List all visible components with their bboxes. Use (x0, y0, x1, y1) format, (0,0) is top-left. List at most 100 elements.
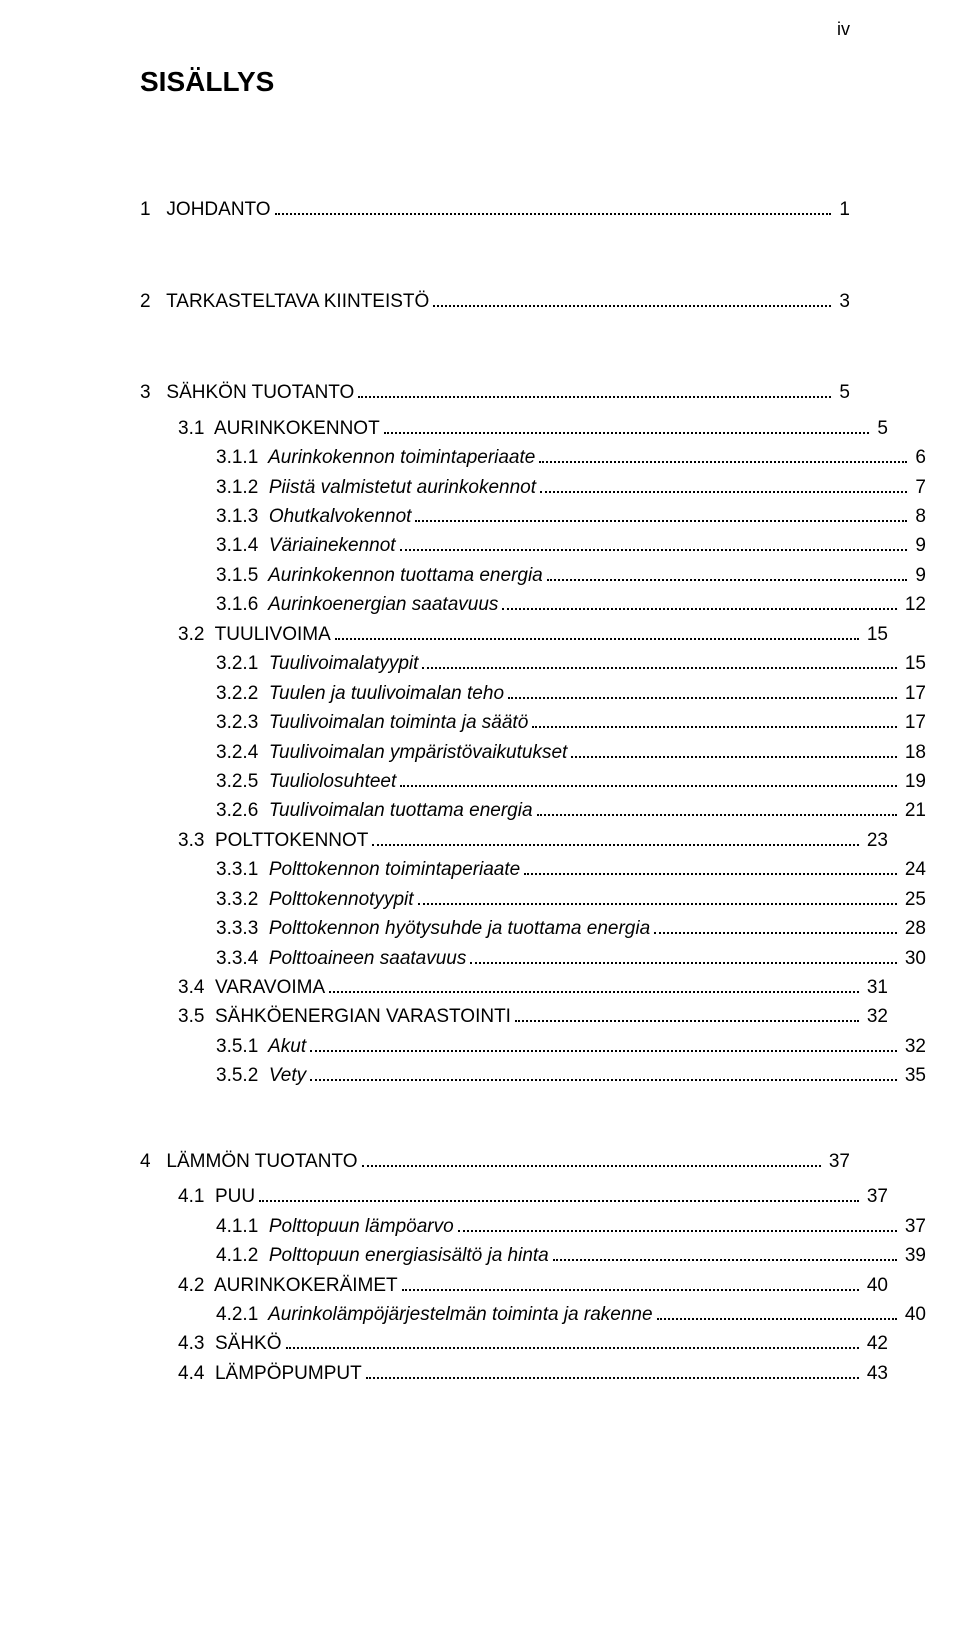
toc-page-number: 17 (901, 708, 926, 737)
toc-entry-text: Tuulen ja tuulivoimalan teho (269, 683, 504, 704)
toc-page-number: 25 (901, 885, 926, 914)
toc-entry-number: 4.1.2 (216, 1245, 258, 1266)
toc-leader (422, 653, 896, 669)
toc-leader (470, 947, 896, 963)
toc-entry-number: 3.1 (178, 418, 204, 439)
toc-page-number: 32 (901, 1032, 926, 1061)
toc-label: 3.2.1 Tuulivoimalatyypit (216, 649, 418, 678)
toc-label: 3.2.6 Tuulivoimalan tuottama energia (216, 796, 533, 825)
toc-entry-number: 3.4 (178, 977, 204, 998)
toc-entry: 3.2 TUULIVOIMA 15 (140, 620, 888, 649)
toc-entry-text: TUULIVOIMA (215, 624, 331, 645)
toc-page-number: 28 (901, 914, 926, 943)
toc-entry: 4 LÄMMÖN TUOTANTO37 (140, 1119, 850, 1182)
toc-label: 3.1.1 Aurinkokennon toimintaperiaate (216, 443, 535, 472)
toc-leader (400, 771, 897, 787)
toc-entry-number: 3.1.3 (216, 506, 258, 527)
toc-entry-number: 3.2.2 (216, 683, 258, 704)
toc-entry-number: 3.3 (178, 830, 204, 851)
toc-entry-text: Tuulivoimalan toiminta ja säätö (269, 712, 528, 733)
toc-entry-number: 3.5 (178, 1006, 204, 1027)
toc-entry: 3.2.1 Tuulivoimalatyypit15 (140, 649, 926, 678)
toc-entry-text: Aurinkoenergian saatavuus (268, 594, 498, 615)
toc-entry-text: Aurinkolämpöjärjestelmän toiminta ja rak… (268, 1304, 652, 1325)
toc-entry-number: 3.1.6 (216, 594, 258, 615)
toc-entry: 3.5.1 Akut32 (140, 1032, 926, 1061)
toc-entry-number: 4 (140, 1151, 151, 1172)
toc-page-number: 7 (911, 473, 926, 502)
toc-page-number: 39 (901, 1241, 926, 1270)
toc-page-number: 5 (835, 378, 850, 407)
toc-label: 4.4 LÄMPÖPUMPUT (178, 1359, 362, 1388)
toc-entry: 3.1.3 Ohutkalvokennot8 (140, 502, 926, 531)
toc-entry: 4.2.1 Aurinkolämpöjärjestelmän toiminta … (140, 1300, 926, 1329)
toc-entry: 3.2.5 Tuuliolosuhteet19 (140, 767, 926, 796)
toc-entry: 1 JOHDANTO1 (140, 167, 850, 230)
toc-label: 3.1.6 Aurinkoenergian saatavuus (216, 590, 498, 619)
toc-leader (329, 977, 859, 993)
toc-leader (547, 565, 908, 581)
toc-entry-text: Tuulivoimalan tuottama energia (269, 800, 533, 821)
toc-entry-number: 4.1.1 (216, 1216, 258, 1237)
toc-label: 3.3.3 Polttokennon hyötysuhde ja tuottam… (216, 914, 650, 943)
toc-leader (502, 594, 896, 610)
toc-leader (553, 1245, 897, 1261)
toc-entry-text: PUU (215, 1186, 255, 1207)
toc-entry: 3.1.6 Aurinkoenergian saatavuus 12 (140, 590, 926, 619)
toc-page-number: 21 (901, 796, 926, 825)
toc-entry-text: Polttokennon hyötysuhde ja tuottama ener… (269, 918, 650, 939)
toc-entry-number: 3.3.1 (216, 859, 258, 880)
toc-entry-number: 3.1.1 (216, 447, 258, 468)
toc-entry: 3.1 AURINKOKENNOT5 (140, 414, 888, 443)
toc-page-number: 15 (863, 620, 888, 649)
toc-leader (458, 1215, 897, 1231)
toc-entry: 3.3.2 Polttokennotyypit25 (140, 885, 926, 914)
toc-entry-number: 3.2.4 (216, 742, 258, 763)
toc-entry-number: 3.2 (178, 624, 204, 645)
toc-label: 4 LÄMMÖN TUOTANTO (140, 1147, 358, 1176)
toc-label: 4.3 SÄHKÖ (178, 1329, 282, 1358)
toc-entry-number: 1 (140, 199, 151, 220)
toc-leader (657, 1304, 897, 1320)
toc-page-number: 12 (901, 590, 926, 619)
toc-label: 1 JOHDANTO (140, 195, 271, 224)
toc-entry: 3.3.4 Polttoaineen saatavuus30 (140, 944, 926, 973)
toc-page-number: 9 (911, 531, 926, 560)
toc-leader (402, 1274, 859, 1290)
toc-page-number: 24 (901, 855, 926, 884)
toc-entry-text: Ohutkalvokennot (269, 506, 412, 527)
toc-label: 3.1.5 Aurinkokennon tuottama energia (216, 561, 543, 590)
toc-label: 3.2.2 Tuulen ja tuulivoimalan teho (216, 679, 504, 708)
toc-entry-text: POLTTOKENNOT (215, 830, 368, 851)
toc-entry: 3.1.1 Aurinkokennon toimintaperiaate6 (140, 443, 926, 472)
toc-entry-number: 3.2.6 (216, 800, 258, 821)
toc-leader (310, 1036, 897, 1052)
toc-entry-number: 3.1.5 (216, 565, 258, 586)
toc-entry-number: 3.2.1 (216, 653, 258, 674)
toc-label: 2 TARKASTELTAVA KIINTEISTÖ (140, 287, 429, 316)
toc-entry-text: Tuulivoimalan ympäristövaikutukset (269, 742, 568, 763)
toc-entry: 2 TARKASTELTAVA KIINTEISTÖ3 (140, 259, 850, 322)
toc-leader (384, 417, 870, 433)
toc-label: 3.2.5 Tuuliolosuhteet (216, 767, 396, 796)
toc-entry: 3.2.4 Tuulivoimalan ympäristövaikutukset… (140, 738, 926, 767)
toc-entry-text: Polttopuun lämpöarvo (269, 1216, 454, 1237)
toc-page-number: 9 (911, 561, 926, 590)
toc-entry-number: 3.5.2 (216, 1065, 258, 1086)
toc-label: 4.1.2 Polttopuun energiasisältö ja hinta (216, 1241, 549, 1270)
toc-leader (515, 1006, 859, 1022)
toc-leader (539, 447, 907, 463)
toc-label: 3.5.2 Vety (216, 1061, 306, 1090)
toc-page-number: 1 (835, 195, 850, 224)
toc-title: SISÄLLYS (140, 60, 850, 103)
toc-entry: 3.2.3 Tuulivoimalan toiminta ja säätö 17 (140, 708, 926, 737)
toc-label: 3.2.3 Tuulivoimalan toiminta ja säätö (216, 708, 528, 737)
toc-leader (524, 859, 897, 875)
toc-label: 3.1.4 Väriainekennot (216, 531, 396, 560)
toc-leader (537, 800, 897, 816)
toc-page-number: 40 (863, 1271, 888, 1300)
toc-label: 3.2.4 Tuulivoimalan ympäristövaikutukset (216, 738, 567, 767)
toc-label: 3 SÄHKÖN TUOTANTO (140, 378, 354, 407)
toc-entry-text: TARKASTELTAVA KIINTEISTÖ (166, 291, 429, 312)
toc-page-number: 17 (901, 679, 926, 708)
